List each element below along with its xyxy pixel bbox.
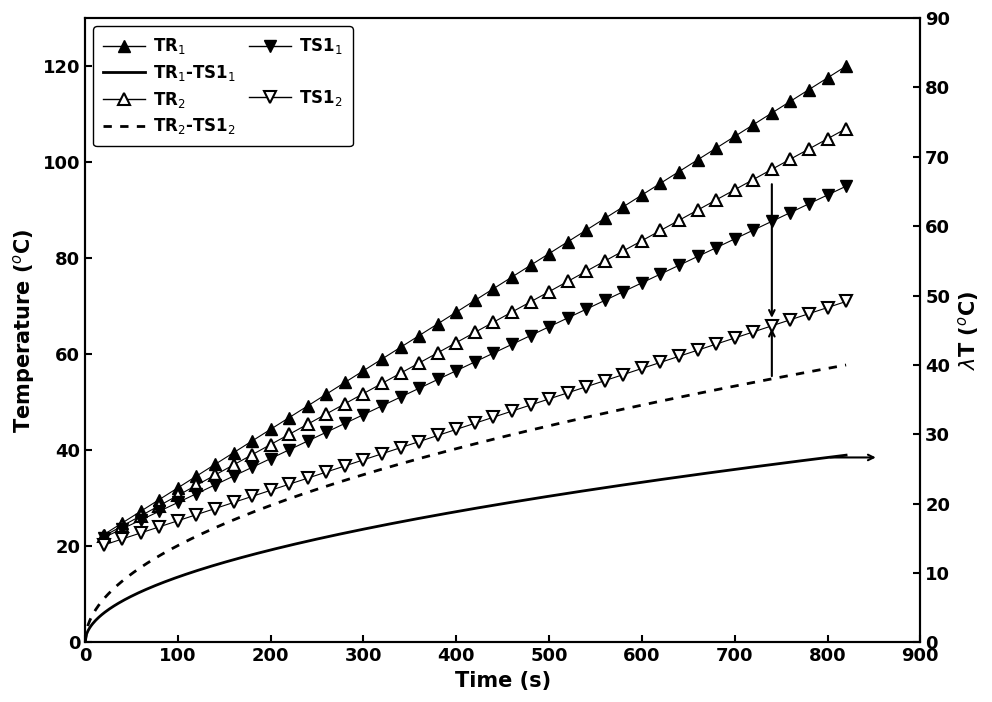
X-axis label: Time (s): Time (s) xyxy=(454,671,551,691)
Y-axis label: $\lambda$T ($^o$C): $\lambda$T ($^o$C) xyxy=(956,291,981,370)
Legend: TR$_1$, TR$_1$-TS1$_1$, TR$_2$, TR$_2$-TS1$_2$, TS1$_1$, , TS1$_2$, : TR$_1$, TR$_1$-TS1$_1$, TR$_2$, TR$_2$-T… xyxy=(93,27,353,147)
Y-axis label: Temperature ($^o$C): Temperature ($^o$C) xyxy=(11,228,37,432)
